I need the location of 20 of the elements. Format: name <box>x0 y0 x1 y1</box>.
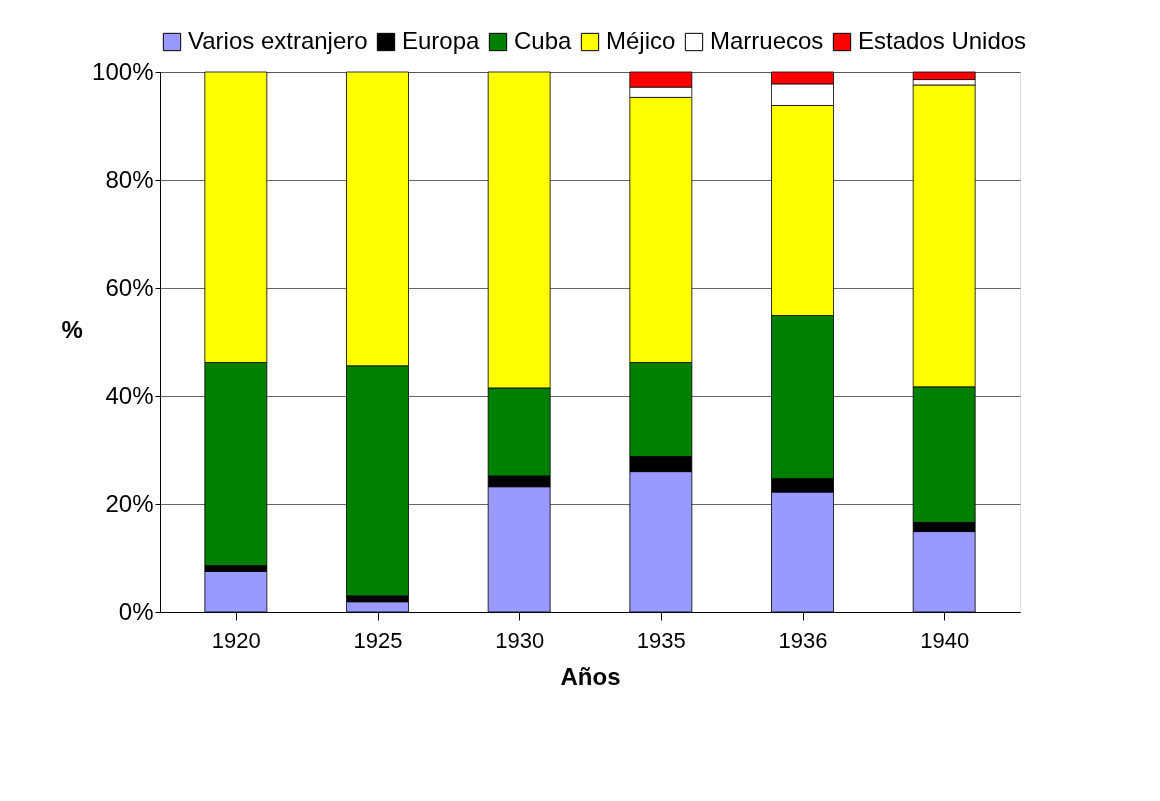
y-tick-label: 60% <box>105 273 154 301</box>
y-tick-label: 20% <box>105 489 154 517</box>
x-tick-label: 1940 <box>920 627 970 653</box>
x-tick-label: 1920 <box>211 627 261 653</box>
y-tick-label: 0% <box>118 597 154 625</box>
legend-label: Estados Unidos <box>858 27 1027 54</box>
legend-label: Europa <box>402 27 481 54</box>
x-axis-title: Años <box>560 662 621 690</box>
legend-label: Varios extranjero <box>188 27 368 54</box>
x-tick-label: 1936 <box>778 627 828 653</box>
legend-label: Marruecos <box>710 27 824 54</box>
y-tick-label: 80% <box>105 165 154 193</box>
legend-label: Cuba <box>514 27 573 54</box>
y-tick-label: 40% <box>105 381 154 409</box>
x-tick-label: 1935 <box>636 627 686 653</box>
y-axis-title: % <box>61 315 83 343</box>
x-tick-label: 1930 <box>495 627 545 653</box>
y-tick-label: 100% <box>92 57 154 85</box>
x-tick-label: 1925 <box>353 627 403 653</box>
legend-label: Méjico <box>606 27 676 54</box>
